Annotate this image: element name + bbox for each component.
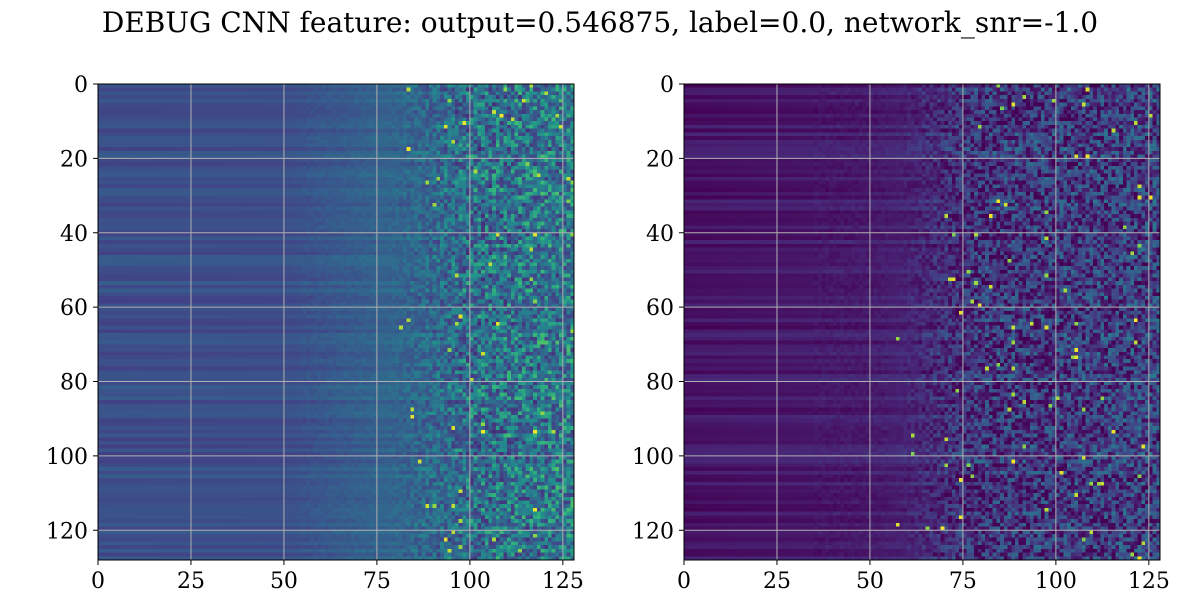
heatmap-image [98, 84, 574, 560]
x-tick-label: 0 [677, 569, 691, 594]
heatmap-panel-right: 0 25 50 75 100 125 0 20 40 60 80 100 120 [632, 73, 1170, 594]
y-tick-label: 80 [60, 371, 88, 396]
x-tick-label: 50 [856, 569, 884, 594]
y-tick-label: 20 [60, 147, 88, 172]
y-tick-label: 120 [632, 519, 674, 544]
x-tick-label: 0 [91, 569, 105, 594]
y-tick-label: 100 [632, 445, 674, 470]
x-tick-label: 125 [542, 569, 584, 594]
x-tick-label: 125 [1128, 569, 1170, 594]
heatmap-panel-left: 0 25 50 75 100 125 0 20 40 60 80 100 120 [46, 73, 584, 594]
y-tick-label: 120 [46, 519, 88, 544]
x-tick-label: 25 [763, 569, 791, 594]
y-tick-label: 20 [646, 147, 674, 172]
axes-frame [683, 83, 1161, 561]
y-tick-label: 0 [74, 73, 88, 98]
y-tick-label: 0 [660, 73, 674, 98]
x-tick-label: 100 [1035, 569, 1077, 594]
figure-title: DEBUG CNN feature: output=0.546875, labe… [101, 6, 1099, 39]
y-tick-label: 40 [60, 222, 88, 247]
x-tick-label: 50 [270, 569, 298, 594]
x-tick-label: 75 [949, 569, 977, 594]
heatmap-image [684, 84, 1160, 560]
x-tick-label: 25 [177, 569, 205, 594]
x-tick-label: 100 [449, 569, 491, 594]
y-tick-label: 80 [646, 371, 674, 396]
y-tick-label: 100 [46, 445, 88, 470]
axes-frame [97, 83, 575, 561]
x-tick-label: 75 [363, 569, 391, 594]
y-tick-label: 60 [60, 296, 88, 321]
y-tick-label: 60 [646, 296, 674, 321]
y-tick-label: 40 [646, 222, 674, 247]
